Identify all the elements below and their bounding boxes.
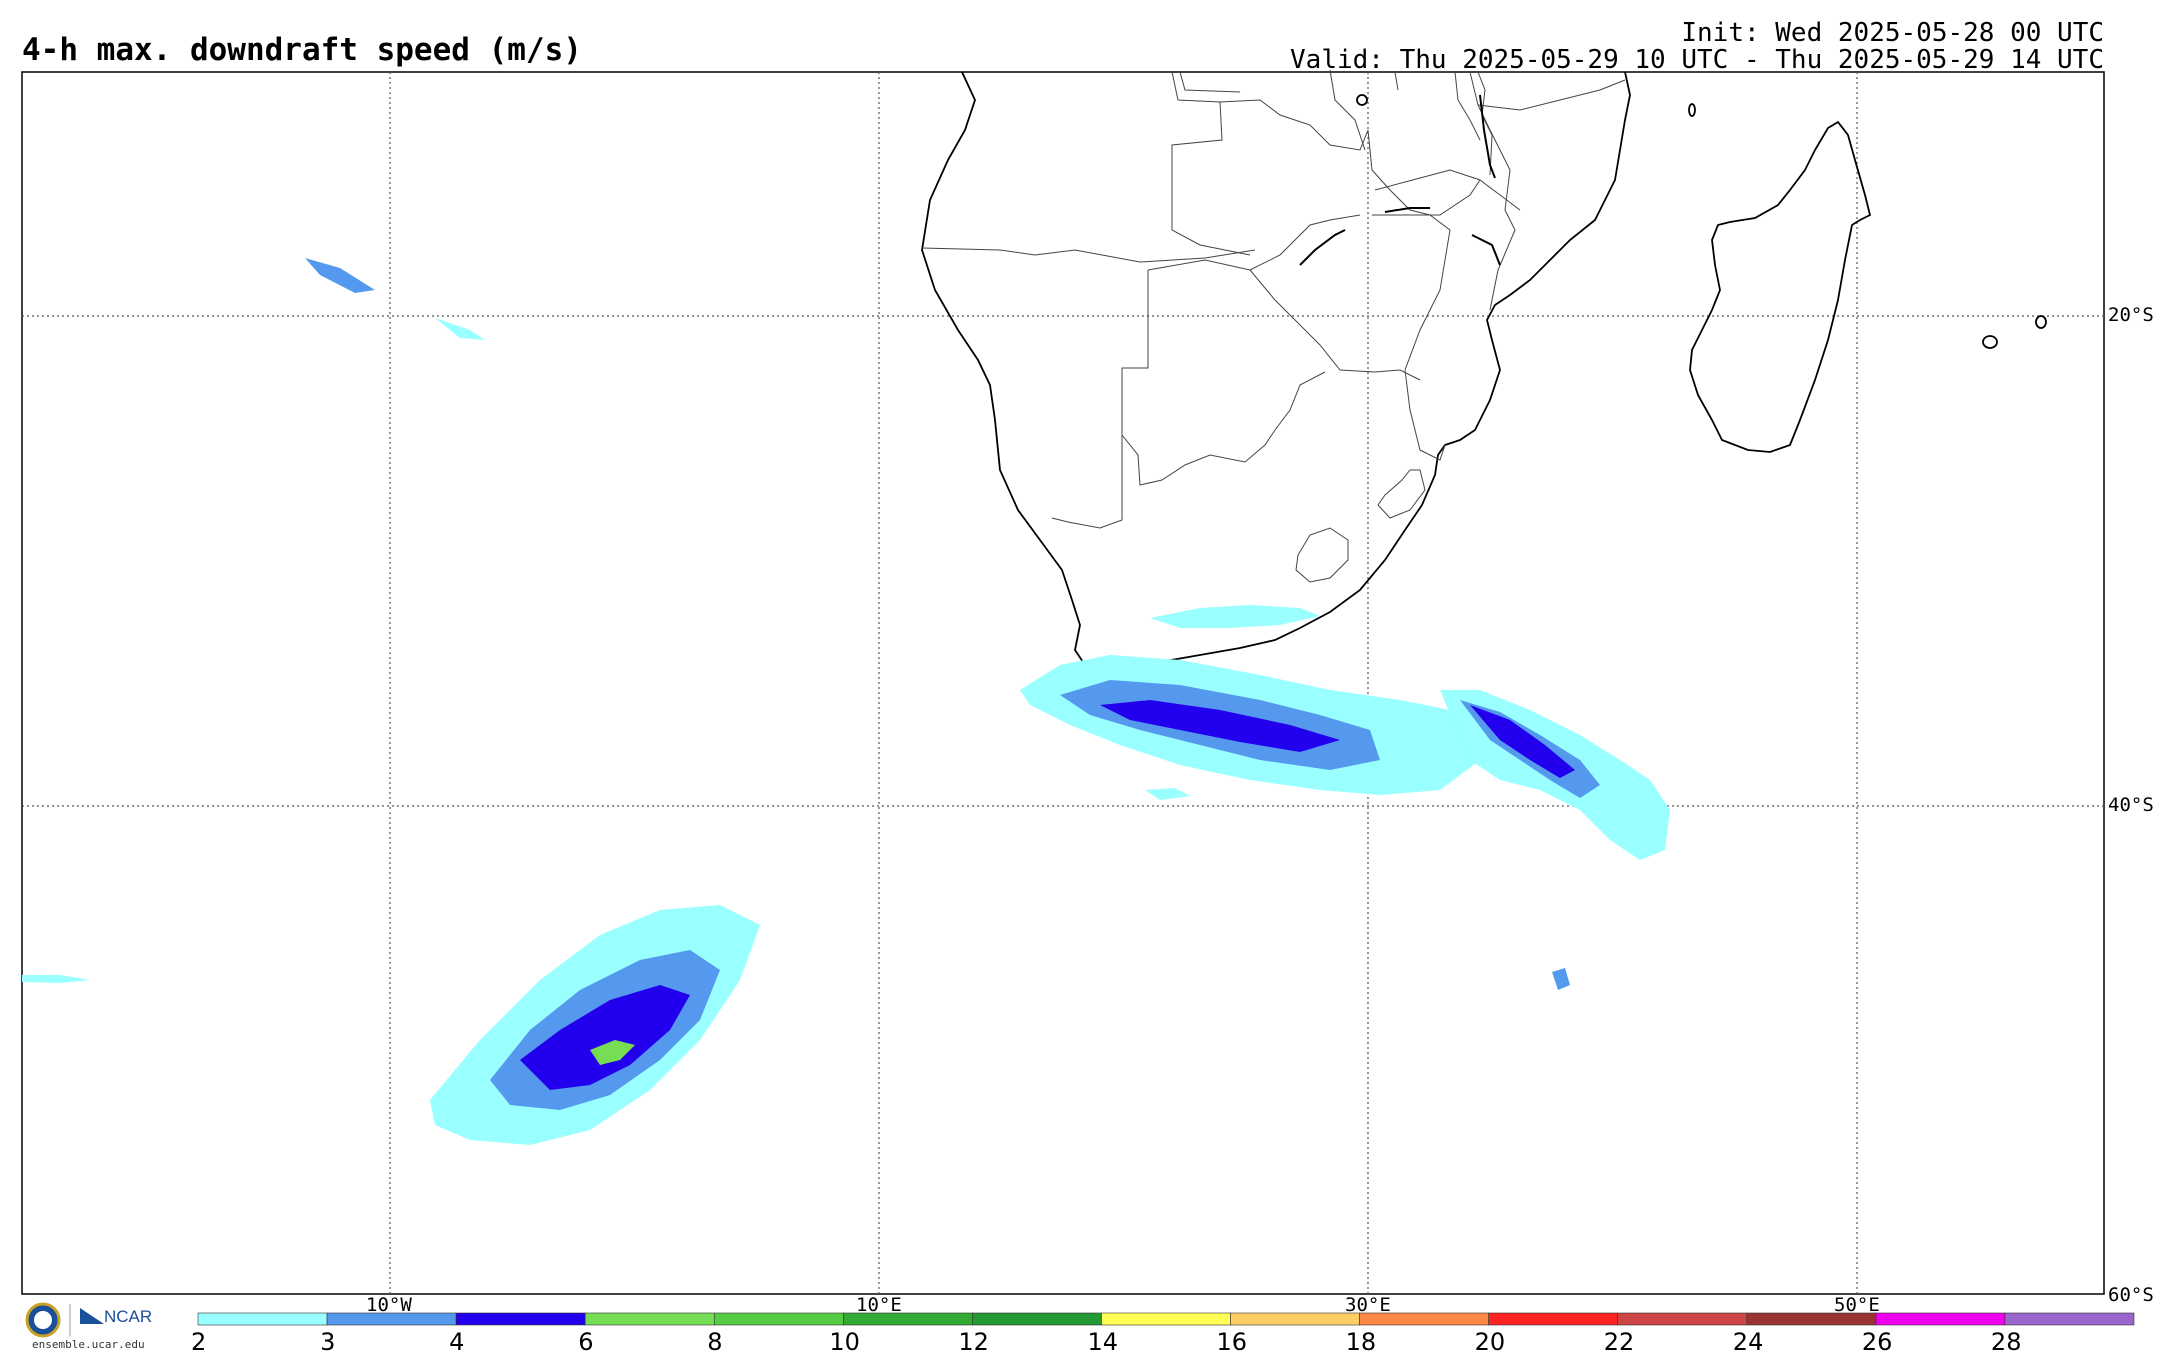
time-info: Init: Wed 2025-05-28 00 UTC Valid: Thu 2…: [1290, 20, 2104, 74]
init-time: Init: Wed 2025-05-28 00 UTC: [1681, 18, 2104, 48]
colorbar-tick-label: 26: [1861, 1328, 1893, 1356]
colorbar-swatch: [584, 1312, 715, 1326]
colorbar-tick-label: 3: [320, 1328, 336, 1356]
nsf-ncar-logo: [25, 1302, 104, 1338]
colorbar-swatch: [1875, 1312, 2006, 1326]
colorbar-swatch: [197, 1312, 328, 1326]
lakes: [1299, 94, 1501, 266]
colorbar-swatch: [1230, 1312, 1360, 1326]
colorbar-tick-label: 24: [1732, 1328, 1764, 1356]
colorbar-swatch: [1617, 1312, 1748, 1326]
map-frame: [21, 71, 2105, 1295]
colorbar-tick-label: 14: [1087, 1328, 1118, 1356]
lon-label-30e: 30°E: [1345, 1294, 1391, 1316]
valid-time: Valid: Thu 2025-05-29 10 UTC - Thu 2025-…: [1290, 45, 2104, 75]
ncar-text: NCAR: [104, 1307, 153, 1326]
coastlines: [921, 71, 2047, 671]
colorbar-tick-label: 18: [1345, 1328, 1377, 1356]
country-borders: [921, 69, 1626, 583]
colorbar: [197, 1312, 2135, 1326]
colorbar-swatch: [1488, 1312, 1619, 1326]
colorbar-tick-label: 2: [191, 1328, 207, 1356]
colorbar-tick-label: 20: [1474, 1328, 1506, 1356]
colorbar-tick-label: 8: [707, 1328, 723, 1356]
colorbar-swatch: [455, 1312, 586, 1326]
lon-label-10e: 10°E: [856, 1294, 902, 1316]
gridlines: [22, 72, 2104, 1294]
colorbar-tick-label: 4: [449, 1328, 465, 1356]
colorbar-swatch: [972, 1312, 1102, 1326]
colorbar-tick-label: 28: [1990, 1328, 2022, 1356]
lon-label-10w: 10°W: [366, 1294, 412, 1316]
lat-label-60s: 60°S: [2108, 1284, 2154, 1306]
colorbar-tick-label: 16: [1216, 1328, 1248, 1356]
map-title: 4-h max. downdraft speed (m/s): [22, 32, 582, 68]
lon-label-50e: 50°E: [1834, 1294, 1880, 1316]
colorbar-tick-label: 22: [1603, 1328, 1635, 1356]
downdraft-field-africa: [1020, 605, 1670, 990]
colorbar-swatch: [2004, 1312, 2135, 1326]
colorbar-tick-label: 6: [578, 1328, 594, 1356]
lat-label-40s: 40°S: [2108, 794, 2154, 816]
colorbar-tick-label: 10: [829, 1328, 860, 1356]
colorbar-swatch: [1101, 1312, 1231, 1326]
colorbar-swatch: [713, 1312, 844, 1326]
downdraft-field-atlantic: [22, 258, 760, 1145]
site-url: ensemble.ucar.edu: [32, 1338, 145, 1351]
lat-label-20s: 20°S: [2108, 304, 2154, 326]
colorbar-tick-label: 12: [958, 1328, 989, 1356]
